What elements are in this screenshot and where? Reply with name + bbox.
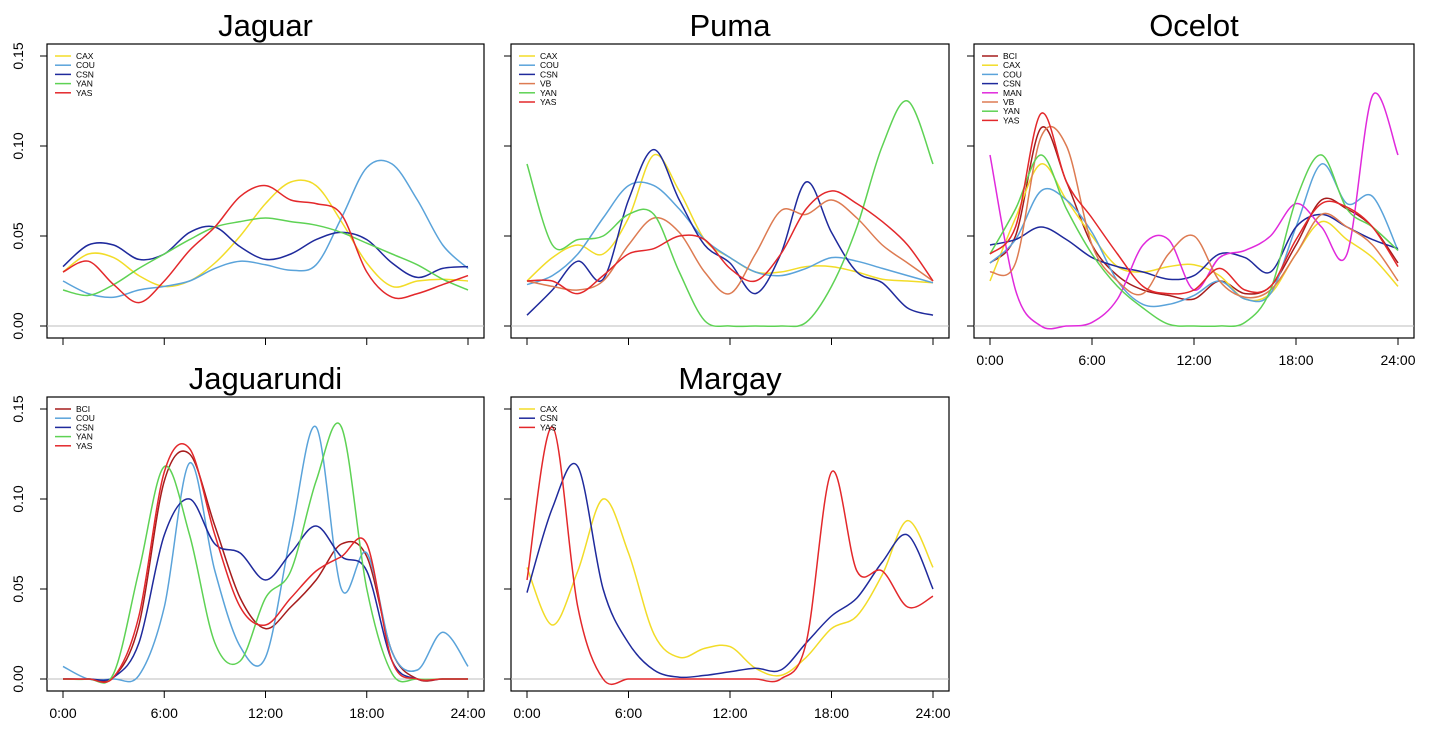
legend-label-yas: YAS <box>76 88 93 98</box>
legend-label-csn: CSN <box>76 69 94 79</box>
x-tick-label: 6:00 <box>615 705 642 721</box>
legend-label-bci: BCI <box>76 404 90 414</box>
x-tick-label: 0:00 <box>976 352 1003 368</box>
series-line-cou <box>62 425 469 683</box>
series-line-yan <box>62 217 469 297</box>
x-tick-label: 12:00 <box>1176 352 1211 368</box>
series-line-yan <box>526 100 934 328</box>
panel-title: Jaguarundi <box>189 361 342 396</box>
series-line-vb <box>989 125 1399 299</box>
x-tick-label: 18:00 <box>349 705 384 721</box>
legend-label-vb: VB <box>1003 97 1015 107</box>
y-tick-label: 0.10 <box>10 132 26 159</box>
x-tick-label: 24:00 <box>1380 352 1415 368</box>
y-tick-label: 0.15 <box>10 395 26 422</box>
series-line-yas <box>62 443 468 684</box>
series-line-csn <box>62 225 469 279</box>
legend-label-yas: YAS <box>1003 115 1020 125</box>
legend-label-yas: YAS <box>76 441 93 451</box>
series-line-yas <box>989 112 1399 295</box>
series-line-yas <box>526 190 934 295</box>
legend-label-man: MAN <box>1003 88 1022 98</box>
x-tick-label: 6:00 <box>1078 352 1105 368</box>
x-tick-label: 24:00 <box>450 705 485 721</box>
legend-label-yas: YAS <box>540 97 557 107</box>
legend-label-yas: YAS <box>540 422 557 432</box>
x-tick-label: 12:00 <box>248 705 283 721</box>
legend-label-yan: YAN <box>1003 106 1020 116</box>
series-line-cax <box>526 498 934 677</box>
series-line-csn <box>989 213 1399 281</box>
series-line-yan <box>62 422 468 684</box>
x-tick-label: 0:00 <box>513 705 540 721</box>
legend-label-cax: CAX <box>540 51 558 61</box>
x-tick-label: 0:00 <box>49 705 76 721</box>
legend-label-cou: COU <box>76 413 95 423</box>
x-tick-label: 6:00 <box>151 705 178 721</box>
x-tick-label: 18:00 <box>1278 352 1313 368</box>
legend-label-cou: COU <box>76 60 95 70</box>
series-line-cou <box>526 181 934 286</box>
legend-label-cax: CAX <box>76 51 94 61</box>
legend-label-bci: BCI <box>1003 51 1017 61</box>
series-line-yas <box>526 426 934 686</box>
y-tick-label: 0.15 <box>10 42 26 69</box>
series-line-vb <box>526 199 934 295</box>
panel-title: Ocelot <box>1149 8 1239 43</box>
panel-ocelot: Ocelot 0:00 6:00 12:00 18:00 24:00 BCICAXCOUCS… <box>967 8 1416 368</box>
legend-label-csn: CSN <box>540 69 558 79</box>
legend-label-yan: YAN <box>76 79 93 89</box>
legend-label-cou: COU <box>540 60 559 70</box>
series-line-yas <box>62 184 469 304</box>
series-line-cou <box>62 159 469 299</box>
panel-title: Margay <box>678 361 782 396</box>
series-line-yan <box>989 154 1399 328</box>
panel-jaguarundi: Jaguarundi 0.00 0.05 0.10 0.15 0:00 6:00 12:00 1… <box>10 361 486 721</box>
legend-label-cou: COU <box>1003 69 1022 79</box>
series-line-csn <box>62 498 468 682</box>
series-line-csn <box>526 463 934 679</box>
legend-label-csn: CSN <box>1003 79 1021 89</box>
y-tick-label: 0.05 <box>10 222 26 249</box>
legend-label-cax: CAX <box>1003 60 1021 70</box>
y-tick-label: 0.00 <box>10 312 26 339</box>
series-line-man <box>989 92 1399 330</box>
legend-label-yan: YAN <box>540 88 557 98</box>
panel-title: Puma <box>690 8 772 43</box>
y-tick-label: 0.10 <box>10 485 26 512</box>
y-tick-label: 0.00 <box>10 665 26 692</box>
legend-label-yan: YAN <box>76 432 93 442</box>
panel-title: Jaguar <box>218 8 313 43</box>
series-line-bci <box>62 450 468 683</box>
legend-label-vb: VB <box>540 79 552 89</box>
legend-label-cax: CAX <box>540 404 558 414</box>
x-tick-label: 24:00 <box>915 705 950 721</box>
series-line-bci <box>989 126 1399 301</box>
x-tick-label: 12:00 <box>712 705 747 721</box>
series-line-cax <box>62 179 469 288</box>
plot-frame <box>46 396 485 692</box>
legend-label-csn: CSN <box>540 413 558 423</box>
y-tick-label: 0.05 <box>10 575 26 602</box>
legend-label-csn: CSN <box>76 422 94 432</box>
x-tick-label: 18:00 <box>814 705 849 721</box>
